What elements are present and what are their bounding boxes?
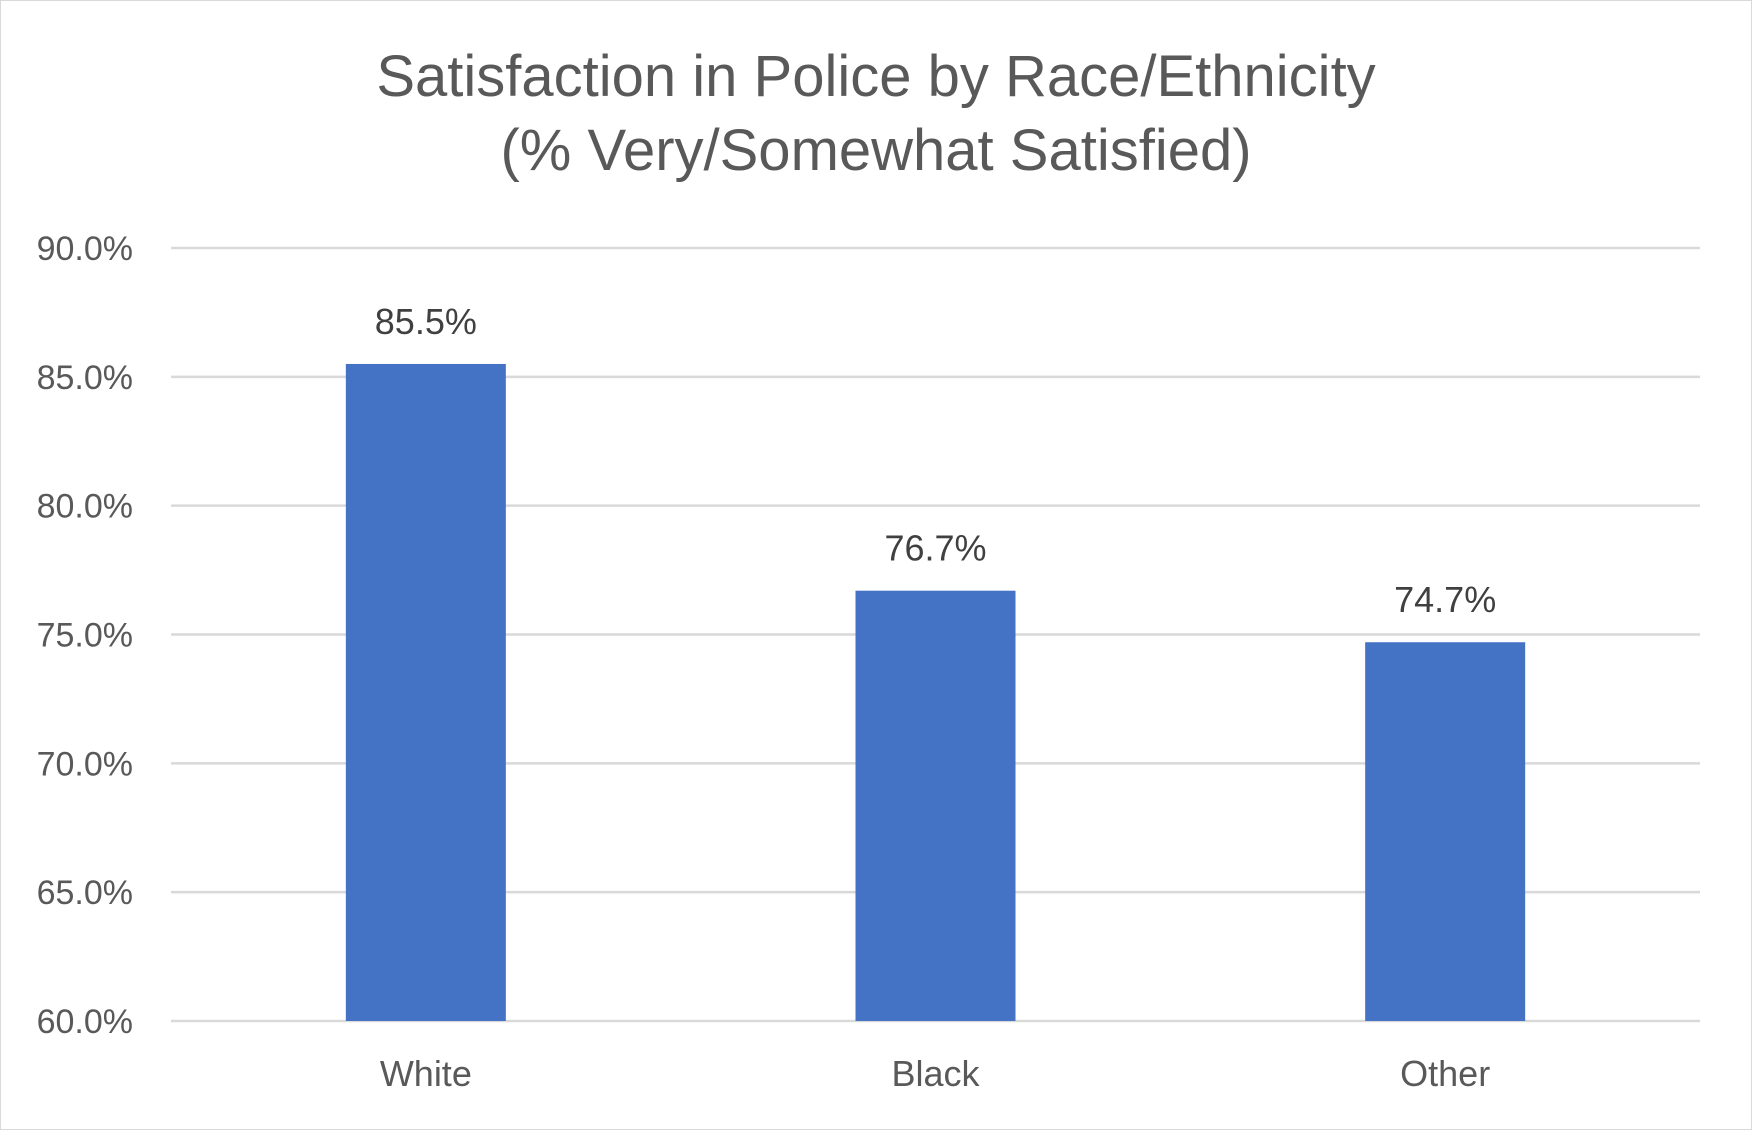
y-tick-label: 70.0% xyxy=(37,745,133,783)
bar-other xyxy=(1365,642,1526,1021)
y-tick-label: 85.0% xyxy=(37,359,133,397)
bar-white xyxy=(345,363,506,1021)
y-tick-label: 65.0% xyxy=(37,874,133,912)
x-tick-label: Other xyxy=(1400,1053,1490,1094)
bar-black xyxy=(855,590,1016,1021)
data-label: 74.7% xyxy=(1394,579,1496,620)
chart-title: Satisfaction in Police by Race/Ethnicity xyxy=(376,44,1376,109)
chart-subtitle: (% Very/Somewhat Satisfied) xyxy=(500,118,1252,183)
data-label: 85.5% xyxy=(375,301,477,342)
x-tick-label: Black xyxy=(891,1053,980,1094)
x-tick-label: White xyxy=(380,1053,472,1094)
y-tick-label: 80.0% xyxy=(37,488,133,526)
y-tick-label: 90.0% xyxy=(37,230,133,268)
y-tick-label: 60.0% xyxy=(37,1003,133,1041)
y-tick-label: 75.0% xyxy=(37,617,133,655)
data-label: 76.7% xyxy=(884,528,986,569)
